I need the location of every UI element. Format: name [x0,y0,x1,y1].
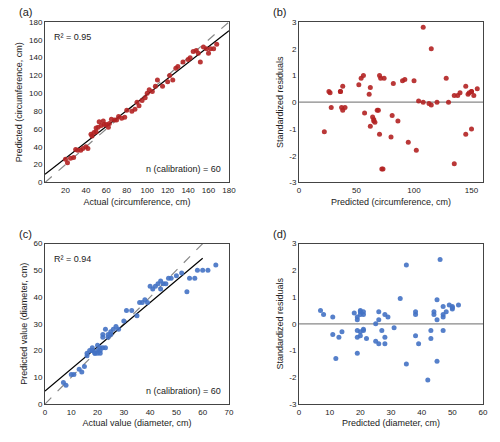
svg-text:1: 1 [292,71,297,80]
svg-text:20: 20 [33,160,42,169]
svg-text:80: 80 [122,186,131,195]
svg-text:60: 60 [33,125,42,134]
svg-text:180: 180 [222,186,236,195]
svg-text:(b): (b) [273,6,286,18]
svg-text:2: 2 [292,45,297,54]
svg-text:n (calibration) = 60: n (calibration) = 60 [146,164,221,174]
svg-text:60: 60 [198,408,207,417]
svg-text:-1: -1 [289,346,297,355]
svg-text:Standardized residuals: Standardized residuals [275,278,285,370]
svg-text:30: 30 [33,320,42,329]
svg-text:1: 1 [292,293,297,302]
svg-text:40: 40 [417,408,426,417]
svg-text:20: 20 [61,186,70,195]
svg-text:20: 20 [356,408,365,417]
svg-text:-2: -2 [289,373,297,382]
svg-text:Actual (circumference, cm): Actual (circumference, cm) [83,197,190,207]
svg-text:Standardized residuals: Standardized residuals [275,56,285,148]
svg-text:n (calibration) = 60: n (calibration) = 60 [146,386,221,396]
svg-text:Predicted (circumference, cm): Predicted (circumference, cm) [14,42,24,162]
svg-text:40: 40 [146,408,155,417]
svg-text:3: 3 [292,18,297,27]
svg-text:160: 160 [29,36,43,45]
svg-text:10: 10 [325,408,334,417]
svg-text:120: 120 [29,71,43,80]
svg-text:(c): (c) [19,228,32,240]
svg-text:140: 140 [29,53,43,62]
svg-text:60: 60 [33,239,42,248]
svg-text:100: 100 [407,186,421,195]
svg-text:50: 50 [448,408,457,417]
svg-text:0: 0 [297,186,302,195]
svg-text:60: 60 [479,408,488,417]
svg-text:R² = 0.95: R² = 0.95 [54,32,91,42]
svg-text:-2: -2 [289,152,297,161]
svg-text:Predicted value (diameter, cm): Predicted value (diameter, cm) [19,263,29,385]
svg-text:-3: -3 [289,400,297,409]
svg-text:20: 20 [33,346,42,355]
svg-text:60: 60 [102,186,111,195]
svg-text:40: 40 [33,143,42,152]
svg-text:50: 50 [172,408,181,417]
svg-text:0: 0 [43,408,48,417]
svg-text:70: 70 [225,408,234,417]
svg-text:20: 20 [93,408,102,417]
svg-text:40: 40 [81,186,90,195]
svg-text:80: 80 [33,107,42,116]
svg-text:Predicted (diameter, cm): Predicted (diameter, cm) [342,418,440,428]
svg-text:50: 50 [33,266,42,275]
svg-text:0: 0 [292,320,297,329]
svg-text:10: 10 [67,408,76,417]
svg-text:50: 50 [352,186,361,195]
svg-text:R² = 0.94: R² = 0.94 [54,254,91,264]
svg-text:0: 0 [38,400,43,409]
svg-text:150: 150 [465,186,479,195]
svg-text:100: 100 [141,186,155,195]
svg-text:2: 2 [292,266,297,275]
svg-text:Predicted (circumference, cm): Predicted (circumference, cm) [331,197,451,207]
svg-text:10: 10 [33,373,42,382]
svg-text:-1: -1 [289,125,297,134]
svg-text:120: 120 [161,186,175,195]
svg-text:(a): (a) [19,6,32,18]
svg-text:3: 3 [292,239,297,248]
svg-text:(d): (d) [273,228,286,240]
svg-text:Actual value (diameter, cm): Actual value (diameter, cm) [82,418,191,428]
svg-text:0: 0 [297,408,302,417]
svg-text:30: 30 [387,408,396,417]
svg-text:180: 180 [29,18,43,27]
svg-text:40: 40 [33,293,42,302]
svg-text:0: 0 [292,98,297,107]
svg-text:30: 30 [119,408,128,417]
svg-text:-3: -3 [289,178,297,187]
svg-text:0: 0 [38,178,43,187]
svg-text:100: 100 [29,89,43,98]
svg-text:140: 140 [181,186,195,195]
svg-text:160: 160 [202,186,216,195]
